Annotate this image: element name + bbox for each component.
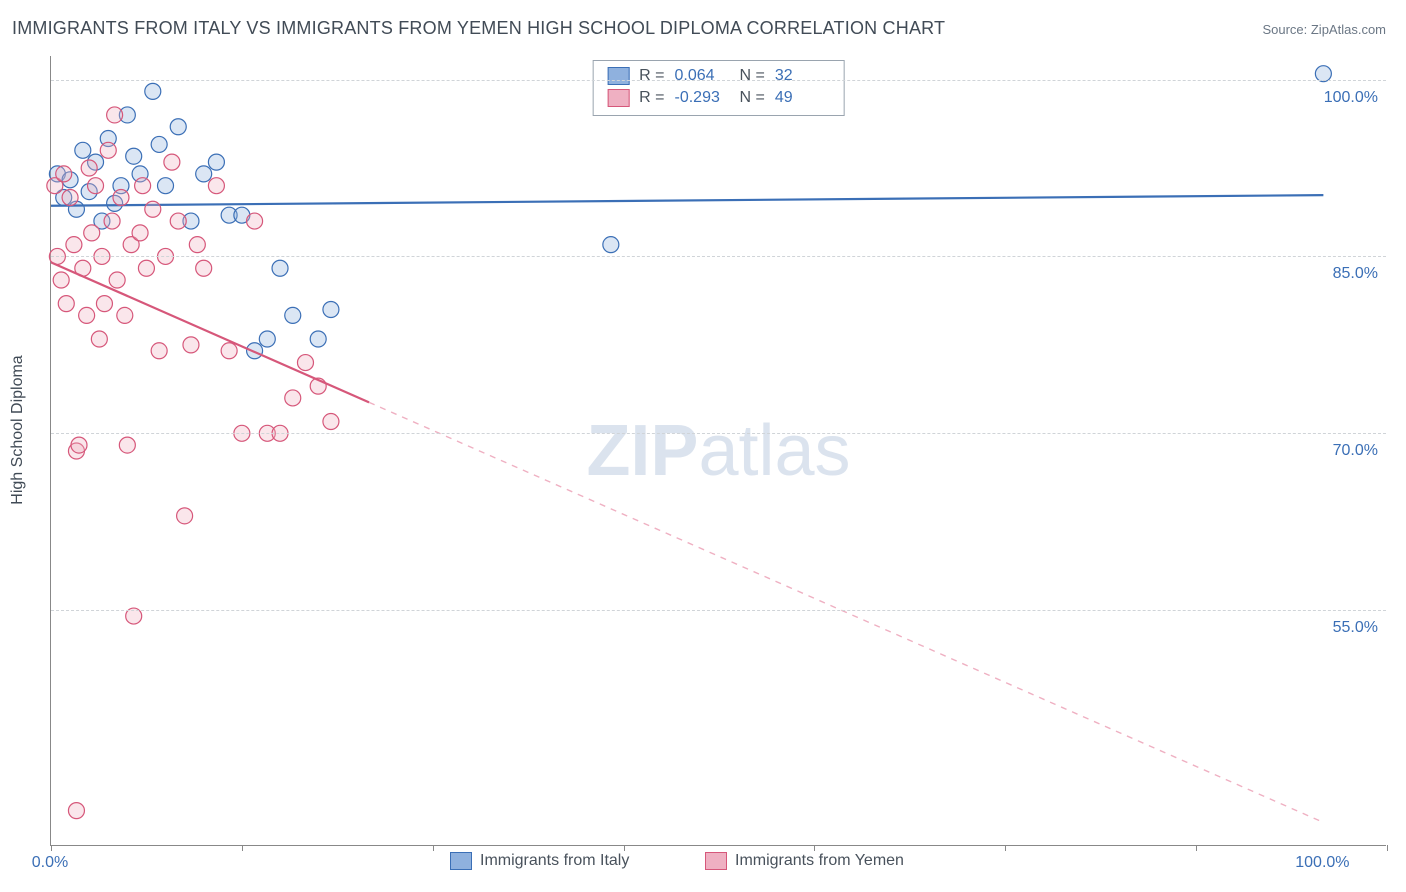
grid-line bbox=[51, 433, 1386, 434]
source-attribution: Source: ZipAtlas.com bbox=[1262, 22, 1386, 37]
chart-plot-area: ZIPatlas R =0.064N =32R =-0.293N =49 55.… bbox=[50, 56, 1386, 846]
data-point-italy bbox=[272, 260, 288, 276]
data-point-yemen bbox=[285, 390, 301, 406]
stat-n-value-italy: 32 bbox=[775, 65, 830, 87]
data-point-italy bbox=[310, 331, 326, 347]
x-tick bbox=[814, 845, 815, 851]
data-point-italy bbox=[145, 83, 161, 99]
y-tick-label: 100.0% bbox=[1324, 89, 1378, 107]
data-point-yemen bbox=[132, 225, 148, 241]
data-point-italy bbox=[208, 154, 224, 170]
data-point-italy bbox=[196, 166, 212, 182]
x-tick bbox=[1387, 845, 1388, 851]
data-point-yemen bbox=[88, 178, 104, 194]
stat-r-label: R = bbox=[639, 65, 664, 87]
x-tick bbox=[1196, 845, 1197, 851]
data-point-italy bbox=[170, 119, 186, 135]
stat-r-label: R = bbox=[639, 87, 664, 109]
grid-line bbox=[51, 610, 1386, 611]
legend-label-yemen: Immigrants from Yemen bbox=[735, 852, 904, 870]
y-tick-label: 70.0% bbox=[1333, 442, 1378, 460]
data-point-yemen bbox=[170, 213, 186, 229]
data-point-yemen bbox=[297, 355, 313, 371]
data-point-yemen bbox=[96, 296, 112, 312]
legend-label-italy: Immigrants from Italy bbox=[480, 852, 629, 870]
data-point-yemen bbox=[62, 189, 78, 205]
data-point-yemen bbox=[138, 260, 154, 276]
data-point-italy bbox=[259, 331, 275, 347]
data-point-yemen bbox=[109, 272, 125, 288]
data-point-italy bbox=[285, 307, 301, 323]
data-point-yemen bbox=[135, 178, 151, 194]
data-point-yemen bbox=[221, 343, 237, 359]
grid-line bbox=[51, 256, 1386, 257]
data-point-yemen bbox=[56, 166, 72, 182]
stats-row-yemen: R = -0.293 N = 49 bbox=[607, 87, 830, 109]
data-point-italy bbox=[158, 178, 174, 194]
scatter-svg bbox=[51, 56, 1386, 845]
data-point-yemen bbox=[164, 154, 180, 170]
data-point-yemen bbox=[113, 189, 129, 205]
regression-line-italy bbox=[51, 195, 1323, 206]
data-point-yemen bbox=[91, 331, 107, 347]
stats-row-italy: R = 0.064 N = 32 bbox=[607, 65, 830, 87]
data-point-yemen bbox=[104, 213, 120, 229]
data-point-yemen bbox=[81, 160, 97, 176]
data-point-yemen bbox=[71, 437, 87, 453]
data-point-italy bbox=[323, 302, 339, 318]
data-point-italy bbox=[75, 142, 91, 158]
legend-swatch-yemen bbox=[705, 852, 727, 870]
data-point-italy bbox=[603, 237, 619, 253]
data-point-italy bbox=[126, 148, 142, 164]
data-point-yemen bbox=[79, 307, 95, 323]
data-point-yemen bbox=[53, 272, 69, 288]
data-point-yemen bbox=[323, 414, 339, 430]
stat-r-value-yemen: -0.293 bbox=[675, 87, 730, 109]
stat-n-label: N = bbox=[740, 65, 765, 87]
data-point-yemen bbox=[66, 237, 82, 253]
data-point-yemen bbox=[117, 307, 133, 323]
regression-line-extrapolated-yemen bbox=[369, 402, 1323, 822]
data-point-yemen bbox=[100, 142, 116, 158]
data-point-yemen bbox=[177, 508, 193, 524]
data-point-yemen bbox=[145, 201, 161, 217]
correlation-stats-box: R = 0.064 N = 32 R = -0.293 N = 49 bbox=[592, 60, 845, 116]
legend-swatch-italy bbox=[450, 852, 472, 870]
y-tick-label: 55.0% bbox=[1333, 619, 1378, 637]
data-point-yemen bbox=[151, 343, 167, 359]
data-point-yemen bbox=[119, 437, 135, 453]
data-point-yemen bbox=[208, 178, 224, 194]
data-point-yemen bbox=[84, 225, 100, 241]
y-tick-label: 85.0% bbox=[1333, 265, 1378, 283]
data-point-yemen bbox=[196, 260, 212, 276]
stat-r-value-italy: 0.064 bbox=[675, 65, 730, 87]
x-tick bbox=[624, 845, 625, 851]
data-point-yemen bbox=[183, 337, 199, 353]
data-point-italy bbox=[151, 136, 167, 152]
x-tick bbox=[433, 845, 434, 851]
x-tick bbox=[242, 845, 243, 851]
y-axis-label: High School Diploma bbox=[9, 355, 27, 504]
x-tick bbox=[1005, 845, 1006, 851]
data-point-yemen bbox=[247, 213, 263, 229]
stat-n-label: N = bbox=[740, 87, 765, 109]
stat-n-value-yemen: 49 bbox=[775, 87, 830, 109]
swatch-yemen bbox=[607, 89, 629, 107]
legend-item-italy: Immigrants from Italy bbox=[450, 852, 629, 870]
x-tick-label: 0.0% bbox=[32, 854, 68, 872]
swatch-italy bbox=[607, 67, 629, 85]
data-point-yemen bbox=[68, 803, 84, 819]
x-tick bbox=[51, 845, 52, 851]
grid-line bbox=[51, 80, 1386, 81]
chart-title: IMMIGRANTS FROM ITALY VS IMMIGRANTS FROM… bbox=[12, 18, 945, 39]
data-point-yemen bbox=[189, 237, 205, 253]
data-point-yemen bbox=[58, 296, 74, 312]
x-tick-label: 100.0% bbox=[1295, 854, 1349, 872]
legend-item-yemen: Immigrants from Yemen bbox=[705, 852, 904, 870]
data-point-yemen bbox=[107, 107, 123, 123]
